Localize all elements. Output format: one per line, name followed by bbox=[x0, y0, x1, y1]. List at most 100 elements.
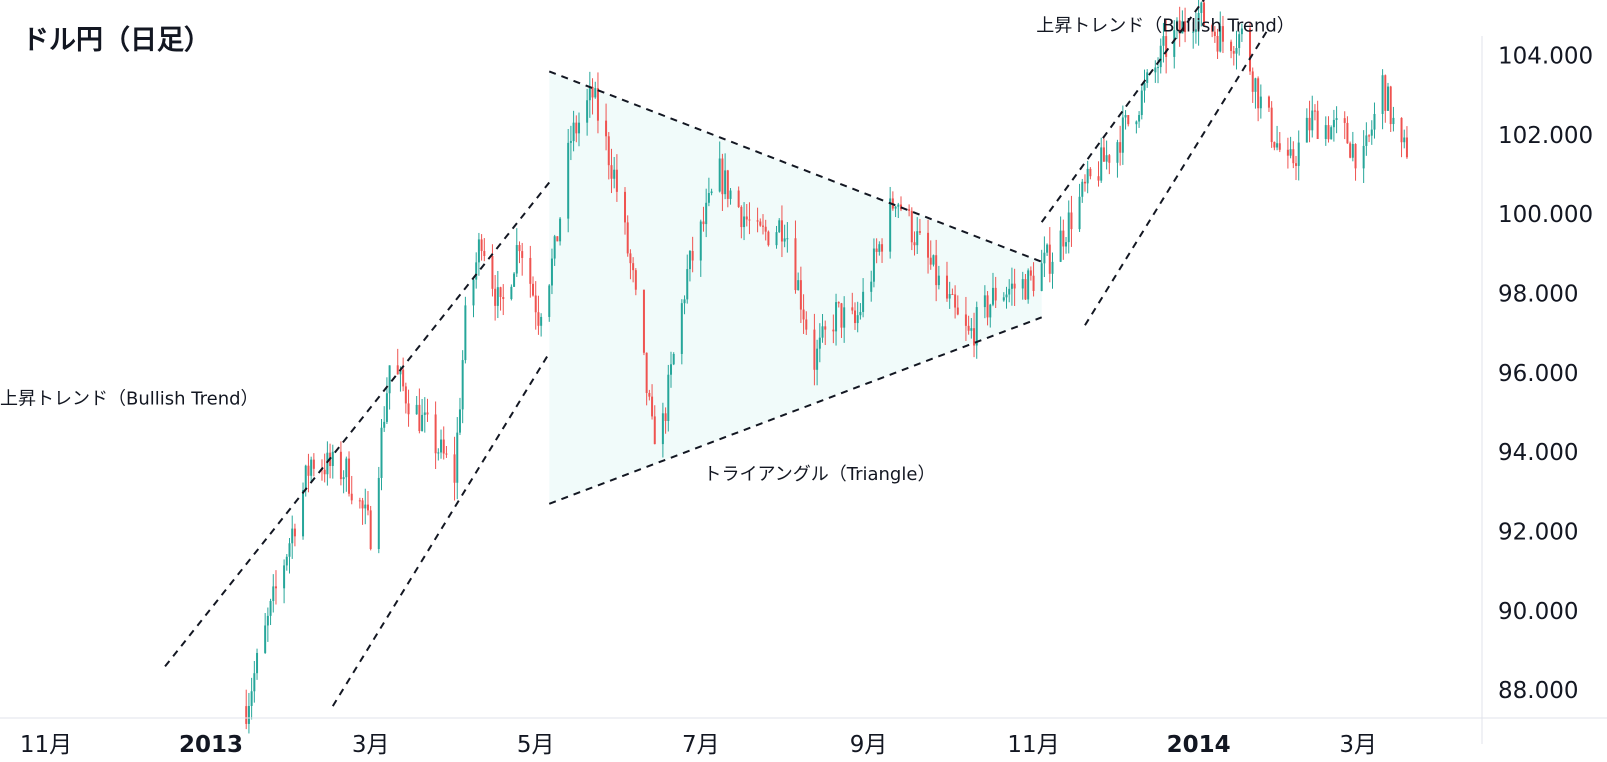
candle-up bbox=[1081, 181, 1084, 197]
candle-up bbox=[1351, 144, 1354, 158]
annotations: 上昇トレンド（Bullish Trend） トライアングル（Triangle） 上昇… bbox=[0, 16, 1295, 485]
candle-down bbox=[521, 251, 524, 258]
candle-up bbox=[1105, 155, 1108, 162]
y-tick-label: 98.000 bbox=[1498, 282, 1578, 308]
candle-up bbox=[567, 142, 570, 219]
candle-down bbox=[323, 469, 326, 475]
candle-down bbox=[899, 204, 902, 210]
candle-down bbox=[954, 294, 957, 308]
candle-up bbox=[572, 122, 575, 142]
candle-up bbox=[461, 360, 464, 410]
candle-down bbox=[767, 231, 770, 246]
candle-down bbox=[1270, 107, 1273, 143]
candle-up bbox=[456, 432, 459, 483]
bullish-channel-1-upper bbox=[164, 181, 551, 668]
candle-up bbox=[1197, 12, 1200, 30]
candle-up bbox=[707, 193, 710, 203]
candle-down bbox=[1211, 25, 1214, 32]
candle-down bbox=[1267, 96, 1270, 108]
candle-down bbox=[605, 120, 608, 137]
candle-up bbox=[380, 427, 383, 478]
candle-down bbox=[986, 295, 989, 318]
candle-down bbox=[404, 386, 407, 404]
candle-up bbox=[1335, 118, 1338, 120]
candle-up bbox=[253, 673, 256, 692]
x-tick-label: 9月 bbox=[850, 732, 888, 758]
candle-down bbox=[1251, 71, 1254, 92]
candle-down bbox=[556, 236, 559, 242]
candle-down bbox=[805, 319, 808, 330]
candle-down bbox=[626, 222, 629, 254]
x-axis-ticks: 11月 2013 3月 5月 7月 9月 11月 2014 3月 bbox=[20, 732, 1377, 758]
candle-up bbox=[1116, 142, 1119, 163]
candle-up bbox=[688, 250, 691, 270]
candle-down bbox=[1327, 125, 1330, 140]
candle-up bbox=[613, 169, 616, 179]
candle-up bbox=[1040, 263, 1043, 291]
candle-down bbox=[1346, 122, 1349, 144]
candle-up bbox=[342, 477, 345, 480]
candle-up bbox=[1305, 117, 1308, 143]
candle-down bbox=[1295, 163, 1298, 166]
candle-down bbox=[442, 439, 445, 454]
candle-up bbox=[1008, 288, 1011, 295]
candle-down bbox=[1216, 35, 1219, 52]
candle-up bbox=[1067, 212, 1070, 243]
bullish-trend-label-1: 上昇トレンド（Bullish Trend） bbox=[0, 389, 259, 410]
candle-down bbox=[615, 169, 618, 192]
x-tick-label: 5月 bbox=[517, 732, 555, 758]
candle-up bbox=[743, 216, 746, 228]
candle-down bbox=[918, 231, 921, 233]
candle-down bbox=[1089, 168, 1092, 177]
candle-down bbox=[1384, 75, 1387, 111]
bullish-channel-2-upper bbox=[1040, 0, 1205, 223]
candle-up bbox=[364, 504, 367, 509]
candle-down bbox=[740, 206, 743, 228]
candle-up bbox=[878, 244, 881, 252]
candle-up bbox=[705, 202, 708, 225]
candle-up bbox=[710, 191, 713, 194]
candle-down bbox=[1083, 181, 1086, 184]
candle-down bbox=[764, 226, 767, 232]
candle-down bbox=[339, 451, 342, 480]
candle-up bbox=[1381, 75, 1384, 114]
candle-up bbox=[989, 304, 992, 318]
candle-down bbox=[756, 220, 759, 222]
candle-down bbox=[1184, 21, 1187, 33]
x-tick-label: 3月 bbox=[352, 732, 390, 758]
candle-down bbox=[634, 270, 637, 290]
candle-down bbox=[964, 314, 967, 326]
candle-down bbox=[837, 302, 840, 304]
candle-up bbox=[1365, 135, 1368, 146]
candle-up bbox=[686, 269, 689, 300]
candle-up bbox=[1332, 119, 1335, 128]
candle-up bbox=[975, 307, 978, 346]
candle-up bbox=[1138, 115, 1141, 122]
candle-down bbox=[426, 412, 429, 415]
candle-down bbox=[761, 225, 764, 227]
candle-down bbox=[648, 392, 651, 397]
candle-down bbox=[494, 288, 497, 306]
candle-up bbox=[423, 412, 426, 415]
candle-down bbox=[1313, 110, 1316, 112]
y-tick-label: 100.000 bbox=[1498, 202, 1593, 228]
bullish-channel-2-lower bbox=[1084, 27, 1270, 326]
candle-down bbox=[973, 328, 976, 346]
candle-up bbox=[783, 238, 786, 242]
candle-down bbox=[1400, 117, 1403, 143]
candle-up bbox=[1051, 261, 1054, 274]
candle-down bbox=[307, 465, 310, 476]
candle-down bbox=[794, 238, 797, 291]
candle-up bbox=[1135, 121, 1138, 125]
candle-up bbox=[1173, 30, 1176, 57]
candle-down bbox=[1349, 143, 1352, 158]
candle-down bbox=[935, 255, 938, 286]
candle-down bbox=[1108, 155, 1111, 163]
y-tick-label: 92.000 bbox=[1498, 520, 1578, 546]
triangle-lower bbox=[548, 316, 1043, 505]
candle-up bbox=[385, 393, 388, 422]
candle-down bbox=[945, 275, 948, 299]
candle-down bbox=[799, 280, 802, 310]
candle-down bbox=[537, 312, 540, 326]
candle-up bbox=[1143, 82, 1146, 91]
